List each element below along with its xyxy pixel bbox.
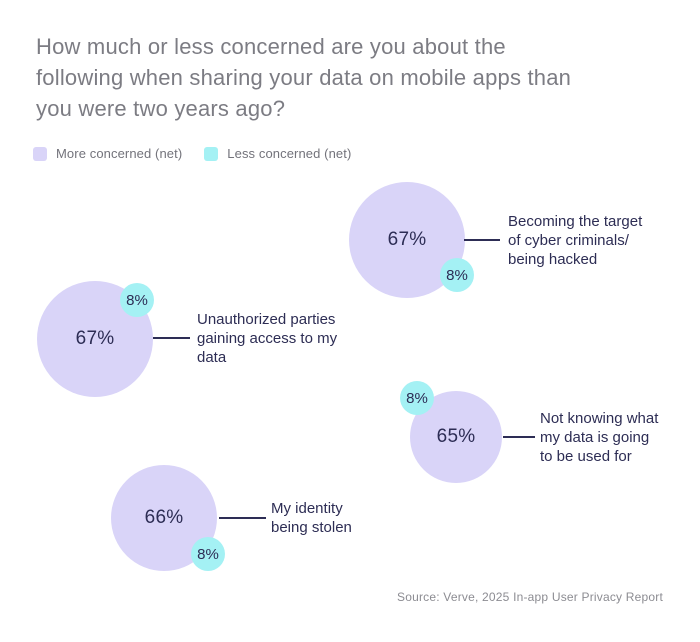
chart-title: How much or less concerned are you about… <box>36 31 681 124</box>
bubble-label-line: of cyber criminals/ <box>508 232 629 249</box>
less-bubble-value: 8% <box>446 266 468 284</box>
less-bubble-value: 8% <box>406 389 428 407</box>
less-concerned-swatch-icon <box>204 146 219 161</box>
chart-title-line-3: you were two years ago? <box>36 96 286 121</box>
less-bubble-value: 8% <box>197 545 219 563</box>
source-note: Source: Verve, 2025 In-app User Privacy … <box>397 590 663 604</box>
less-bubble-unauthorized-parties: 8% <box>120 283 154 317</box>
more-concerned-swatch-icon <box>33 146 47 161</box>
chart-title-line-1: How much or less concerned are you about… <box>36 34 506 59</box>
more-bubble-value: 66% <box>144 507 184 528</box>
bubble-label-identity-stolen: My identity being stolen <box>271 499 352 537</box>
bubble-label-line: being stolen <box>271 519 352 536</box>
bubble-label-line: data <box>197 349 227 366</box>
bubble-label-line: My identity <box>271 500 343 517</box>
chart-title-line-2: following when sharing your data on mobi… <box>36 65 572 90</box>
more-bubble-cyber-criminals: 67% <box>349 182 465 298</box>
bubble-label-line: to be used for <box>540 448 632 465</box>
connector-line-unauthorized-parties <box>153 337 190 339</box>
more-bubble-data-usage-unknown: 65% <box>410 391 502 483</box>
legend-label-less-concerned: Less concerned (net) <box>227 146 352 161</box>
bubble-label-line: Becoming the target <box>508 213 643 230</box>
legend: More concerned (net) Less concerned (net… <box>33 146 351 161</box>
less-bubble-identity-stolen: 8% <box>191 537 225 571</box>
more-bubble-value: 65% <box>436 426 476 447</box>
bubble-label-line: Unauthorized parties <box>197 311 336 328</box>
less-bubble-value: 8% <box>126 291 148 309</box>
bubble-label-unauthorized-parties: Unauthorized parties gaining access to m… <box>197 310 337 367</box>
less-bubble-data-usage-unknown: 8% <box>400 381 434 415</box>
connector-line-identity-stolen <box>219 517 266 519</box>
more-bubble-value: 67% <box>387 229 427 250</box>
bubble-label-line: gaining access to my <box>197 330 338 347</box>
bubble-label-line: being hacked <box>508 251 598 268</box>
legend-item-more-concerned: More concerned (net) <box>33 146 182 161</box>
bubble-label-line: my data is going <box>540 429 650 446</box>
bubble-label-line: Not knowing what <box>540 410 659 427</box>
connector-line-data-usage-unknown <box>503 436 535 438</box>
legend-item-less-concerned: Less concerned (net) <box>204 146 351 161</box>
bubble-label-cyber-criminals: Becoming the target of cyber criminals/ … <box>508 212 642 269</box>
more-bubble-value: 67% <box>75 328 115 349</box>
less-bubble-cyber-criminals: 8% <box>440 258 474 292</box>
connector-line-cyber-criminals <box>464 239 500 241</box>
legend-label-more-concerned: More concerned (net) <box>56 146 183 161</box>
bubble-label-data-usage-unknown: Not knowing what my data is going to be … <box>540 409 658 466</box>
